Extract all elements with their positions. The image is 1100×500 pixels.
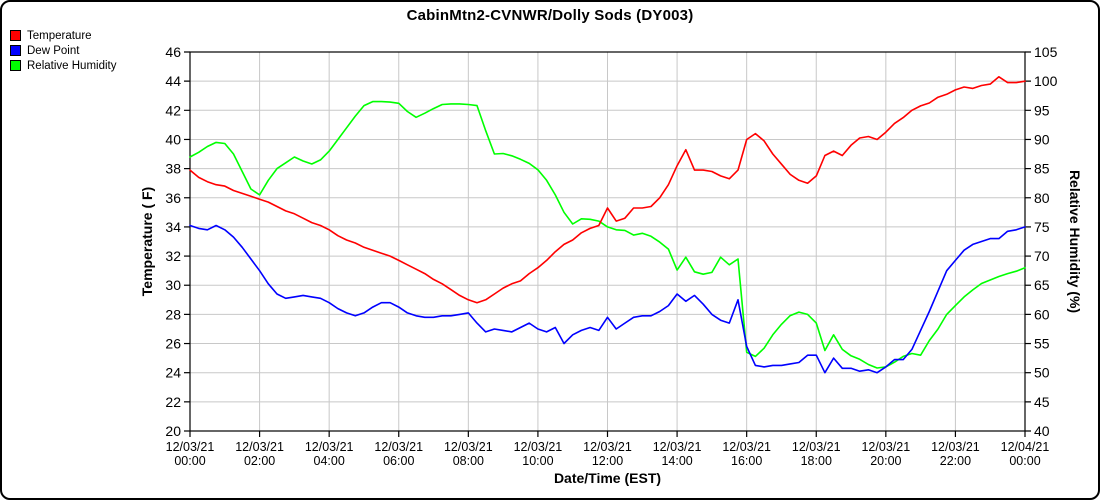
right-axis-tick-label: 60 (1034, 306, 1050, 322)
legend-label-dew-point: Dew Point (27, 44, 80, 57)
x-tick-time: 12:00 (592, 454, 623, 468)
legend-swatch-temperature (10, 30, 21, 41)
right-axis-tick-label: 65 (1034, 277, 1050, 293)
x-tick-date: 12/03/21 (861, 440, 910, 454)
series-line-dew-point (189, 224, 1026, 374)
x-tick-date: 12/03/21 (653, 440, 702, 454)
left-axis-tick-label: 38 (165, 161, 181, 177)
x-tick-date: 12/03/21 (235, 440, 284, 454)
left-axis-title: Temperature ( F) (139, 187, 155, 296)
x-tick-date: 12/03/21 (792, 440, 841, 454)
right-axis-tick-label: 55 (1034, 336, 1050, 352)
x-tick-time: 08:00 (453, 454, 484, 468)
x-tick-time: 06:00 (383, 454, 414, 468)
right-axis-tick-label: 45 (1034, 394, 1050, 410)
x-tick-date: 12/03/21 (444, 440, 493, 454)
x-tick-time: 00:00 (1009, 454, 1040, 468)
left-axis-tick-label: 20 (165, 423, 181, 439)
legend: Temperature Dew Point Relative Humidity (10, 28, 116, 73)
x-tick-date: 12/03/21 (305, 440, 354, 454)
right-axis-tick-label: 90 (1034, 131, 1050, 147)
legend-label-temperature: Temperature (27, 29, 92, 42)
legend-item-temperature: Temperature (10, 28, 116, 43)
right-axis-tick-label: 95 (1034, 102, 1050, 118)
right-axis-tick-label: 70 (1034, 248, 1050, 264)
right-axis-tick-label: 75 (1034, 219, 1050, 235)
right-axis-title: Relative Humidity (%) (1067, 170, 1083, 313)
series-line-temperature (189, 76, 1026, 304)
chart-title: CabinMtn2-CVNWR/Dolly Sods (DY003) (406, 7, 694, 24)
x-tick-date: 12/04/21 (1001, 440, 1050, 454)
left-axis-tick-label: 42 (165, 102, 181, 118)
left-axis-tick-label: 26 (165, 336, 181, 352)
x-tick-time: 02:00 (244, 454, 275, 468)
x-tick-time: 16:00 (731, 454, 762, 468)
left-axis-tick-label: 22 (165, 394, 181, 410)
left-axis-tick-label: 40 (165, 131, 181, 147)
right-axis-tick-label: 105 (1034, 44, 1058, 60)
right-axis-tick-label: 40 (1034, 423, 1050, 439)
x-tick-time: 10:00 (522, 454, 553, 468)
legend-item-dew-point: Dew Point (10, 43, 116, 58)
left-axis-tick-label: 30 (165, 277, 181, 293)
left-axis-tick-label: 46 (165, 44, 181, 60)
left-axis-tick-label: 44 (165, 73, 181, 89)
left-axis-tick-label: 24 (165, 365, 181, 381)
right-axis-tick-label: 50 (1034, 365, 1050, 381)
left-axis-tick-label: 36 (165, 190, 181, 206)
x-tick-date: 12/03/21 (374, 440, 423, 454)
x-tick-time: 18:00 (801, 454, 832, 468)
x-tick-date: 12/03/21 (722, 440, 771, 454)
x-tick-time: 04:00 (314, 454, 345, 468)
left-axis-tick-label: 34 (165, 219, 181, 235)
legend-swatch-dew-point (10, 45, 21, 56)
legend-item-relative-humidity: Relative Humidity (10, 58, 116, 73)
x-tick-time: 22:00 (940, 454, 971, 468)
right-axis-tick-label: 100 (1034, 73, 1058, 89)
x-tick-date: 12/03/21 (931, 440, 980, 454)
x-tick-time: 20:00 (870, 454, 901, 468)
legend-label-relative-humidity: Relative Humidity (27, 59, 117, 72)
x-tick-time: 14:00 (661, 454, 692, 468)
x-tick-date: 12/03/21 (583, 440, 632, 454)
x-tick-date: 12/03/21 (166, 440, 215, 454)
right-axis-tick-label: 85 (1034, 161, 1050, 177)
right-axis-tick-label: 80 (1034, 190, 1050, 206)
left-axis-tick-label: 28 (165, 306, 181, 322)
x-tick-date: 12/03/21 (514, 440, 563, 454)
x-tick-time: 00:00 (174, 454, 205, 468)
legend-swatch-relative-humidity (10, 60, 21, 71)
left-axis-tick-label: 32 (165, 248, 181, 264)
x-axis-title: Date/Time (EST) (554, 470, 661, 486)
